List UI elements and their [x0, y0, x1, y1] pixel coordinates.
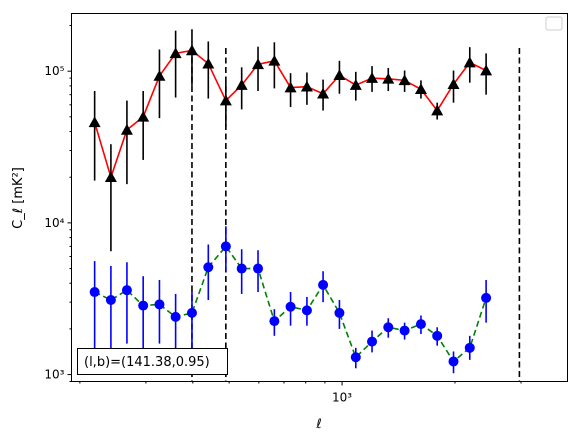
y-axis-label: C_ℓ [mK²] — [11, 167, 26, 229]
upper-series-line — [93, 49, 487, 180]
lower-series-marker — [138, 300, 149, 311]
upper-series-marker — [185, 44, 198, 56]
upper-series-marker — [447, 78, 460, 90]
x-axis-label: ℓ — [315, 417, 321, 432]
lower-series-marker — [236, 263, 247, 274]
upper-series-marker — [414, 83, 427, 95]
upper-series-marker — [431, 104, 444, 116]
upper-series-marker — [480, 64, 493, 76]
y-tick-label: 10³ — [44, 368, 64, 382]
plot-area — [88, 29, 521, 382]
lower-series-marker — [350, 352, 361, 363]
upper-series-marker — [219, 94, 232, 106]
upper-series-marker — [252, 58, 265, 70]
upper-series-marker — [88, 116, 101, 128]
lower-series-marker — [89, 287, 100, 298]
upper-series-marker — [235, 79, 248, 90]
upper-series-marker — [169, 47, 182, 59]
upper-series-marker — [463, 56, 476, 68]
lower-series-marker — [415, 319, 426, 330]
lower-series-marker — [253, 263, 264, 274]
lower-series-marker — [464, 342, 475, 353]
y-tick-label: 10⁵ — [44, 64, 64, 78]
upper-series-marker — [284, 81, 297, 93]
upper-series-marker — [349, 79, 362, 90]
upper-series-marker — [104, 171, 117, 183]
lower-series-marker — [186, 307, 197, 318]
upper-series-marker — [268, 54, 281, 66]
upper-series-marker — [153, 69, 166, 81]
lower-series-marker — [318, 279, 329, 290]
lower-series-marker — [121, 285, 132, 296]
lower-series-marker — [334, 307, 345, 318]
axes-frame — [71, 13, 568, 382]
upper-series-marker — [202, 57, 215, 69]
y-tick-label: 10⁴ — [44, 216, 64, 230]
lower-series-marker — [367, 336, 378, 347]
lower-series-marker — [105, 295, 116, 306]
upper-series-marker — [137, 110, 150, 122]
upper-series-marker — [317, 87, 330, 99]
lower-series-marker — [170, 311, 181, 322]
annotation-box — [77, 348, 228, 375]
lower-series-marker — [481, 292, 492, 303]
lower-series-marker — [301, 305, 312, 316]
annotation-text: (l,b)=(141.38,0.95) — [84, 355, 210, 370]
lower-series-marker — [432, 330, 443, 341]
upper-series-marker — [366, 72, 379, 83]
lower-series-marker — [285, 301, 296, 312]
annotation: (l,b)=(141.38,0.95) — [77, 348, 228, 375]
lower-series-marker — [269, 316, 280, 327]
upper-series-marker — [300, 80, 313, 92]
x-tick-label: 10³ — [332, 391, 352, 405]
legend-box — [545, 16, 563, 31]
lower-series-marker — [448, 356, 459, 367]
axes: 10³ 10⁴ 10⁵ 10³ — [44, 25, 522, 405]
upper-series-marker — [382, 72, 395, 84]
lower-series-marker — [383, 322, 394, 333]
upper-series-marker — [398, 74, 411, 86]
lower-series-marker — [154, 299, 165, 310]
upper-series-marker — [120, 123, 133, 135]
lower-series-marker — [220, 241, 231, 252]
upper-series-marker — [333, 69, 346, 81]
lower-series-marker — [399, 325, 410, 336]
lower-series-marker — [203, 262, 214, 273]
